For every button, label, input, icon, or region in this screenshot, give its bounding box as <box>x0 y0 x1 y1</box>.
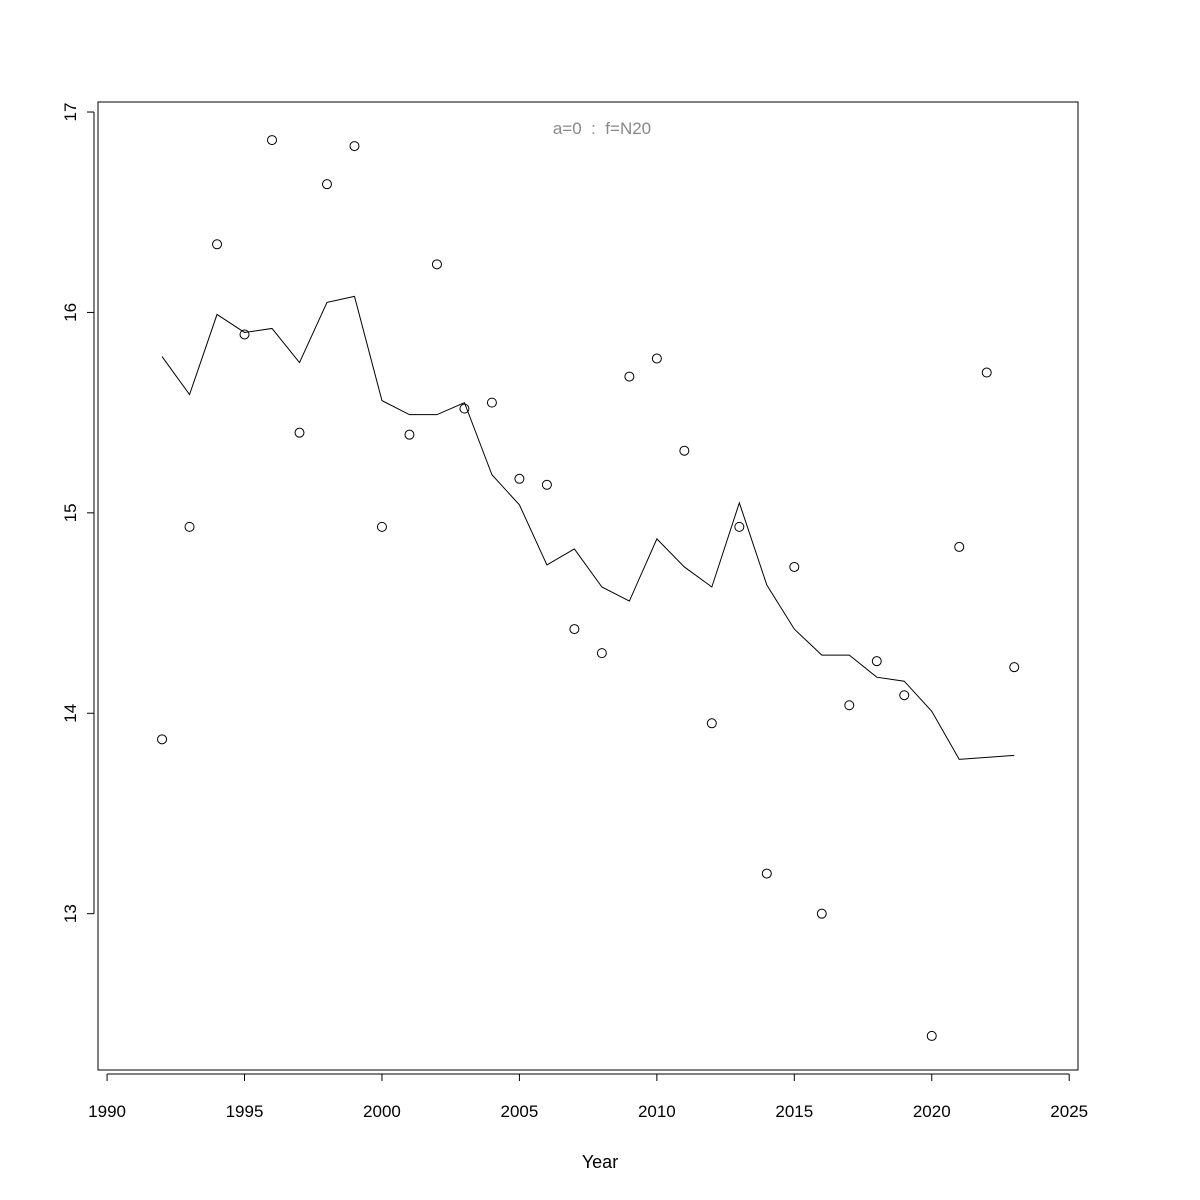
chart-title: a=0 : f=N20 <box>553 119 651 138</box>
x-tick-label: 2015 <box>775 1102 813 1121</box>
data-point <box>267 135 278 146</box>
data-point <box>569 624 580 635</box>
data-point <box>404 429 415 440</box>
x-tick-label: 2000 <box>363 1102 401 1121</box>
data-point <box>624 371 635 382</box>
x-axis-label: Year <box>582 1152 618 1172</box>
data-point <box>294 427 305 438</box>
x-axis: 1990 1995 2000 2005 2010 2015 2020 2025 <box>88 1073 1088 1121</box>
data-point <box>349 141 360 152</box>
data-point <box>651 353 662 364</box>
series-line <box>161 295 1015 760</box>
data-point <box>789 561 800 572</box>
data-point <box>871 656 882 667</box>
y-tick-label: 15 <box>61 503 80 522</box>
x-tick-label: 2020 <box>913 1102 951 1121</box>
y-tick-label: 17 <box>61 103 80 122</box>
series-points <box>157 135 1020 1041</box>
data-point <box>157 734 168 745</box>
data-point <box>212 239 223 250</box>
data-point <box>596 648 607 659</box>
data-point <box>184 521 195 532</box>
data-point <box>954 541 965 552</box>
plot-frame <box>97 101 1079 1071</box>
y-tick-label: 14 <box>61 704 80 723</box>
data-point <box>926 1030 937 1041</box>
data-point <box>679 445 690 456</box>
x-tick-label: 1990 <box>88 1102 126 1121</box>
data-point <box>486 397 497 408</box>
data-point <box>239 329 250 340</box>
data-point <box>899 690 910 701</box>
data-point <box>981 367 992 378</box>
data-point <box>761 868 772 879</box>
data-point <box>431 259 442 270</box>
x-tick-label: 2010 <box>638 1102 676 1121</box>
data-point <box>376 521 387 532</box>
data-point <box>706 718 717 729</box>
data-point <box>844 700 855 711</box>
data-point <box>1009 662 1020 673</box>
data-point <box>321 179 332 190</box>
y-tick-label: 16 <box>61 303 80 322</box>
x-tick-label: 2005 <box>500 1102 538 1121</box>
x-tick-label: 2025 <box>1050 1102 1088 1121</box>
y-tick-label: 13 <box>61 904 80 923</box>
data-point <box>816 908 827 919</box>
data-point <box>734 521 745 532</box>
data-point <box>541 479 552 490</box>
data-point <box>514 473 525 484</box>
data-point <box>459 403 470 414</box>
y-axis: 13 14 15 16 17 <box>61 103 95 923</box>
x-tick-label: 1995 <box>226 1102 264 1121</box>
